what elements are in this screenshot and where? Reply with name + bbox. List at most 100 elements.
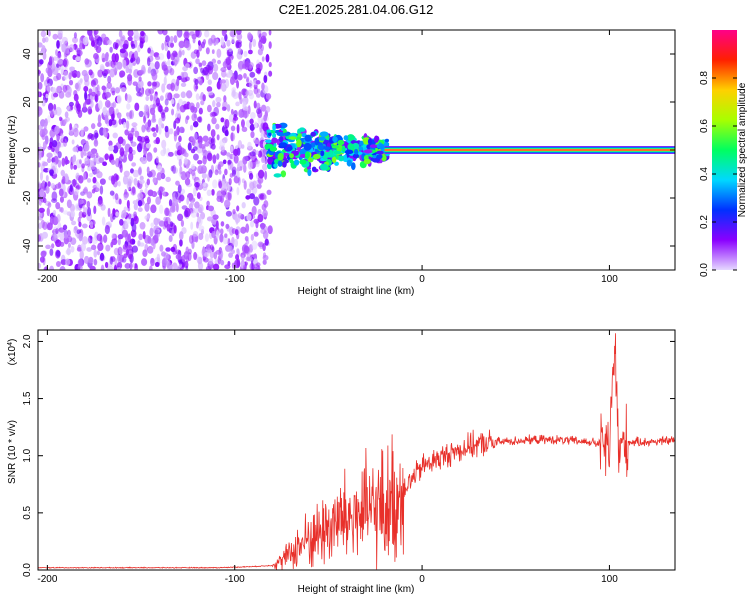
spectrogram-noise-cell xyxy=(167,59,171,66)
spectrogram-noise-cell xyxy=(165,247,171,252)
spectrogram-noise-cell xyxy=(138,166,142,176)
spectrogram-noise-cell xyxy=(68,79,74,86)
spectrogram-noise-cell xyxy=(193,251,198,261)
spectrogram-noise-cell xyxy=(39,256,45,263)
spectrogram-noise-cell xyxy=(165,216,171,225)
spectrogram-noise-cell xyxy=(52,209,57,216)
spectrogram-noise-cell xyxy=(91,91,96,97)
spectrogram-noise-cell xyxy=(71,139,75,145)
spectrogram-noise-cell xyxy=(83,126,89,132)
spectrogram-noise-cell xyxy=(146,166,150,174)
spectrogram-noise-cell xyxy=(180,82,187,88)
spectrogram-noise-cell xyxy=(132,81,138,86)
spectrogram-noise-cell xyxy=(131,245,138,253)
snr-x-label: Height of straight line (km) xyxy=(298,584,415,595)
spectrogram-noise-cell xyxy=(262,209,268,218)
spectrogram-noise-cell xyxy=(40,73,45,83)
spectrogram-noise-cell xyxy=(262,259,267,265)
spectrogram-noise-cell xyxy=(38,81,43,90)
spectrogram-noise-cell xyxy=(86,247,92,252)
spectrogram-noise-cell xyxy=(268,70,273,77)
spectrogram-noise-cell xyxy=(195,85,199,90)
spectrogram-noise-cell xyxy=(212,154,217,164)
spectrogram-noise-cell xyxy=(202,39,207,45)
spectrogram-noise-cell xyxy=(179,147,185,155)
spectrogram-noise-cell xyxy=(51,198,58,203)
spectrogram-noise-cell xyxy=(62,224,68,231)
spectrogram-noise-cell xyxy=(163,67,169,76)
spectrogram-noise-cell xyxy=(151,127,156,132)
spectrogram-noise-cell xyxy=(183,157,188,165)
spectrogram-noise-cell xyxy=(41,231,49,239)
spectrogram-transition-cell xyxy=(296,139,302,148)
spectrogram-noise-cell xyxy=(126,181,132,191)
spectrogram-noise-cell xyxy=(121,209,127,219)
spectrogram-noise-cell xyxy=(116,94,122,104)
spectrogram-noise-cell xyxy=(131,222,137,233)
spectrogram-noise-cell xyxy=(113,247,120,256)
spectrogram-noise-cell xyxy=(180,91,186,99)
spectrogram-noise-cell xyxy=(235,41,242,49)
spectrogram-noise-cell xyxy=(97,122,102,128)
spectrogram-noise-cell xyxy=(95,168,100,174)
spectrogram-noise-cell xyxy=(149,169,156,178)
spectrogram-noise-cell xyxy=(263,74,268,84)
spectrogram-noise-cell xyxy=(146,152,153,162)
spectrogram-noise-cell xyxy=(208,258,214,265)
snr-y-tick-label: 0.5 xyxy=(22,505,33,519)
spectrogram-noise-cell xyxy=(244,235,249,242)
spectrogram-noise-cell xyxy=(51,191,58,201)
spectrogram-noise-cell xyxy=(124,218,132,225)
spectrogram-noise-cell xyxy=(178,231,184,241)
spectrogram-noise-cell xyxy=(142,230,146,240)
spectrogram-noise-cell xyxy=(260,156,266,164)
spectrogram-noise-cell xyxy=(183,103,190,110)
spectrogram-noise-cell xyxy=(69,184,73,192)
spectrogram-noise-cell xyxy=(132,169,140,178)
snr-frame xyxy=(37,329,676,571)
spectrogram-noise-cell xyxy=(42,251,47,256)
spectrogram-noise-cell xyxy=(152,81,157,87)
spectrogram-noise-cell xyxy=(174,117,181,124)
spectrogram-y-ticks: -40 -20 0 20 40 xyxy=(22,48,675,253)
spectrogram-noise-cell xyxy=(56,39,60,49)
spectrogram-noise-cell xyxy=(153,147,158,153)
spectrogram-noise-cell xyxy=(134,50,139,60)
spectrogram-noise-cell xyxy=(47,30,51,37)
spectrogram-noise-cell xyxy=(92,157,96,162)
spectrogram-noise-cell xyxy=(165,176,171,183)
spectrogram-transition-cell xyxy=(307,169,312,177)
spectrogram-noise-cell xyxy=(186,197,190,205)
spectrogram-noise-cell xyxy=(195,30,200,38)
spectrogram-noise-cell xyxy=(155,124,159,134)
spectrogram-noise-cell xyxy=(59,196,64,203)
spectrogram-noise-cell xyxy=(211,188,215,196)
spectrogram-noise-cell xyxy=(104,224,110,235)
spectrogram-noise-cell xyxy=(105,61,110,67)
spectrogram-noise-cell xyxy=(90,123,96,130)
spectrogram-noise-cell xyxy=(164,207,170,217)
spectrogram-noise-cell xyxy=(46,207,50,217)
spectrogram-transition-cell xyxy=(319,131,329,137)
spectrogram-noise-cell xyxy=(111,233,116,240)
spectrogram-noise-cell xyxy=(119,70,126,78)
colorbar: 0.0 0.2 0.4 0.6 0.8 Normalized spectral ampl… xyxy=(699,30,748,277)
spectrogram-noise-cell xyxy=(77,216,81,223)
spectrogram-noise-cell xyxy=(96,250,100,256)
spectrogram-noise-cell xyxy=(106,265,114,270)
spectrogram-noise-cell xyxy=(167,210,171,217)
spectrogram-noise-cell xyxy=(42,161,49,167)
spectrogram-noise-cell xyxy=(79,78,83,84)
spectrogram-noise-cell xyxy=(221,106,227,112)
spectrogram-noise-cell xyxy=(236,186,240,196)
spectrogram-noise-cell xyxy=(66,229,71,237)
spectrogram-noise-cell xyxy=(173,93,180,99)
snr-x-tick-label: -100 xyxy=(225,574,245,585)
spectrogram-noise-cell xyxy=(139,40,144,49)
spectrogram-noise-cell xyxy=(212,100,216,108)
spectrogram-noise-cell xyxy=(230,145,234,153)
spectrogram-transition-cell xyxy=(282,160,287,168)
spectrogram-transition-cell xyxy=(373,135,379,143)
spectrogram-noise-cell xyxy=(206,189,212,197)
spectrogram-noise-cell xyxy=(248,62,254,69)
